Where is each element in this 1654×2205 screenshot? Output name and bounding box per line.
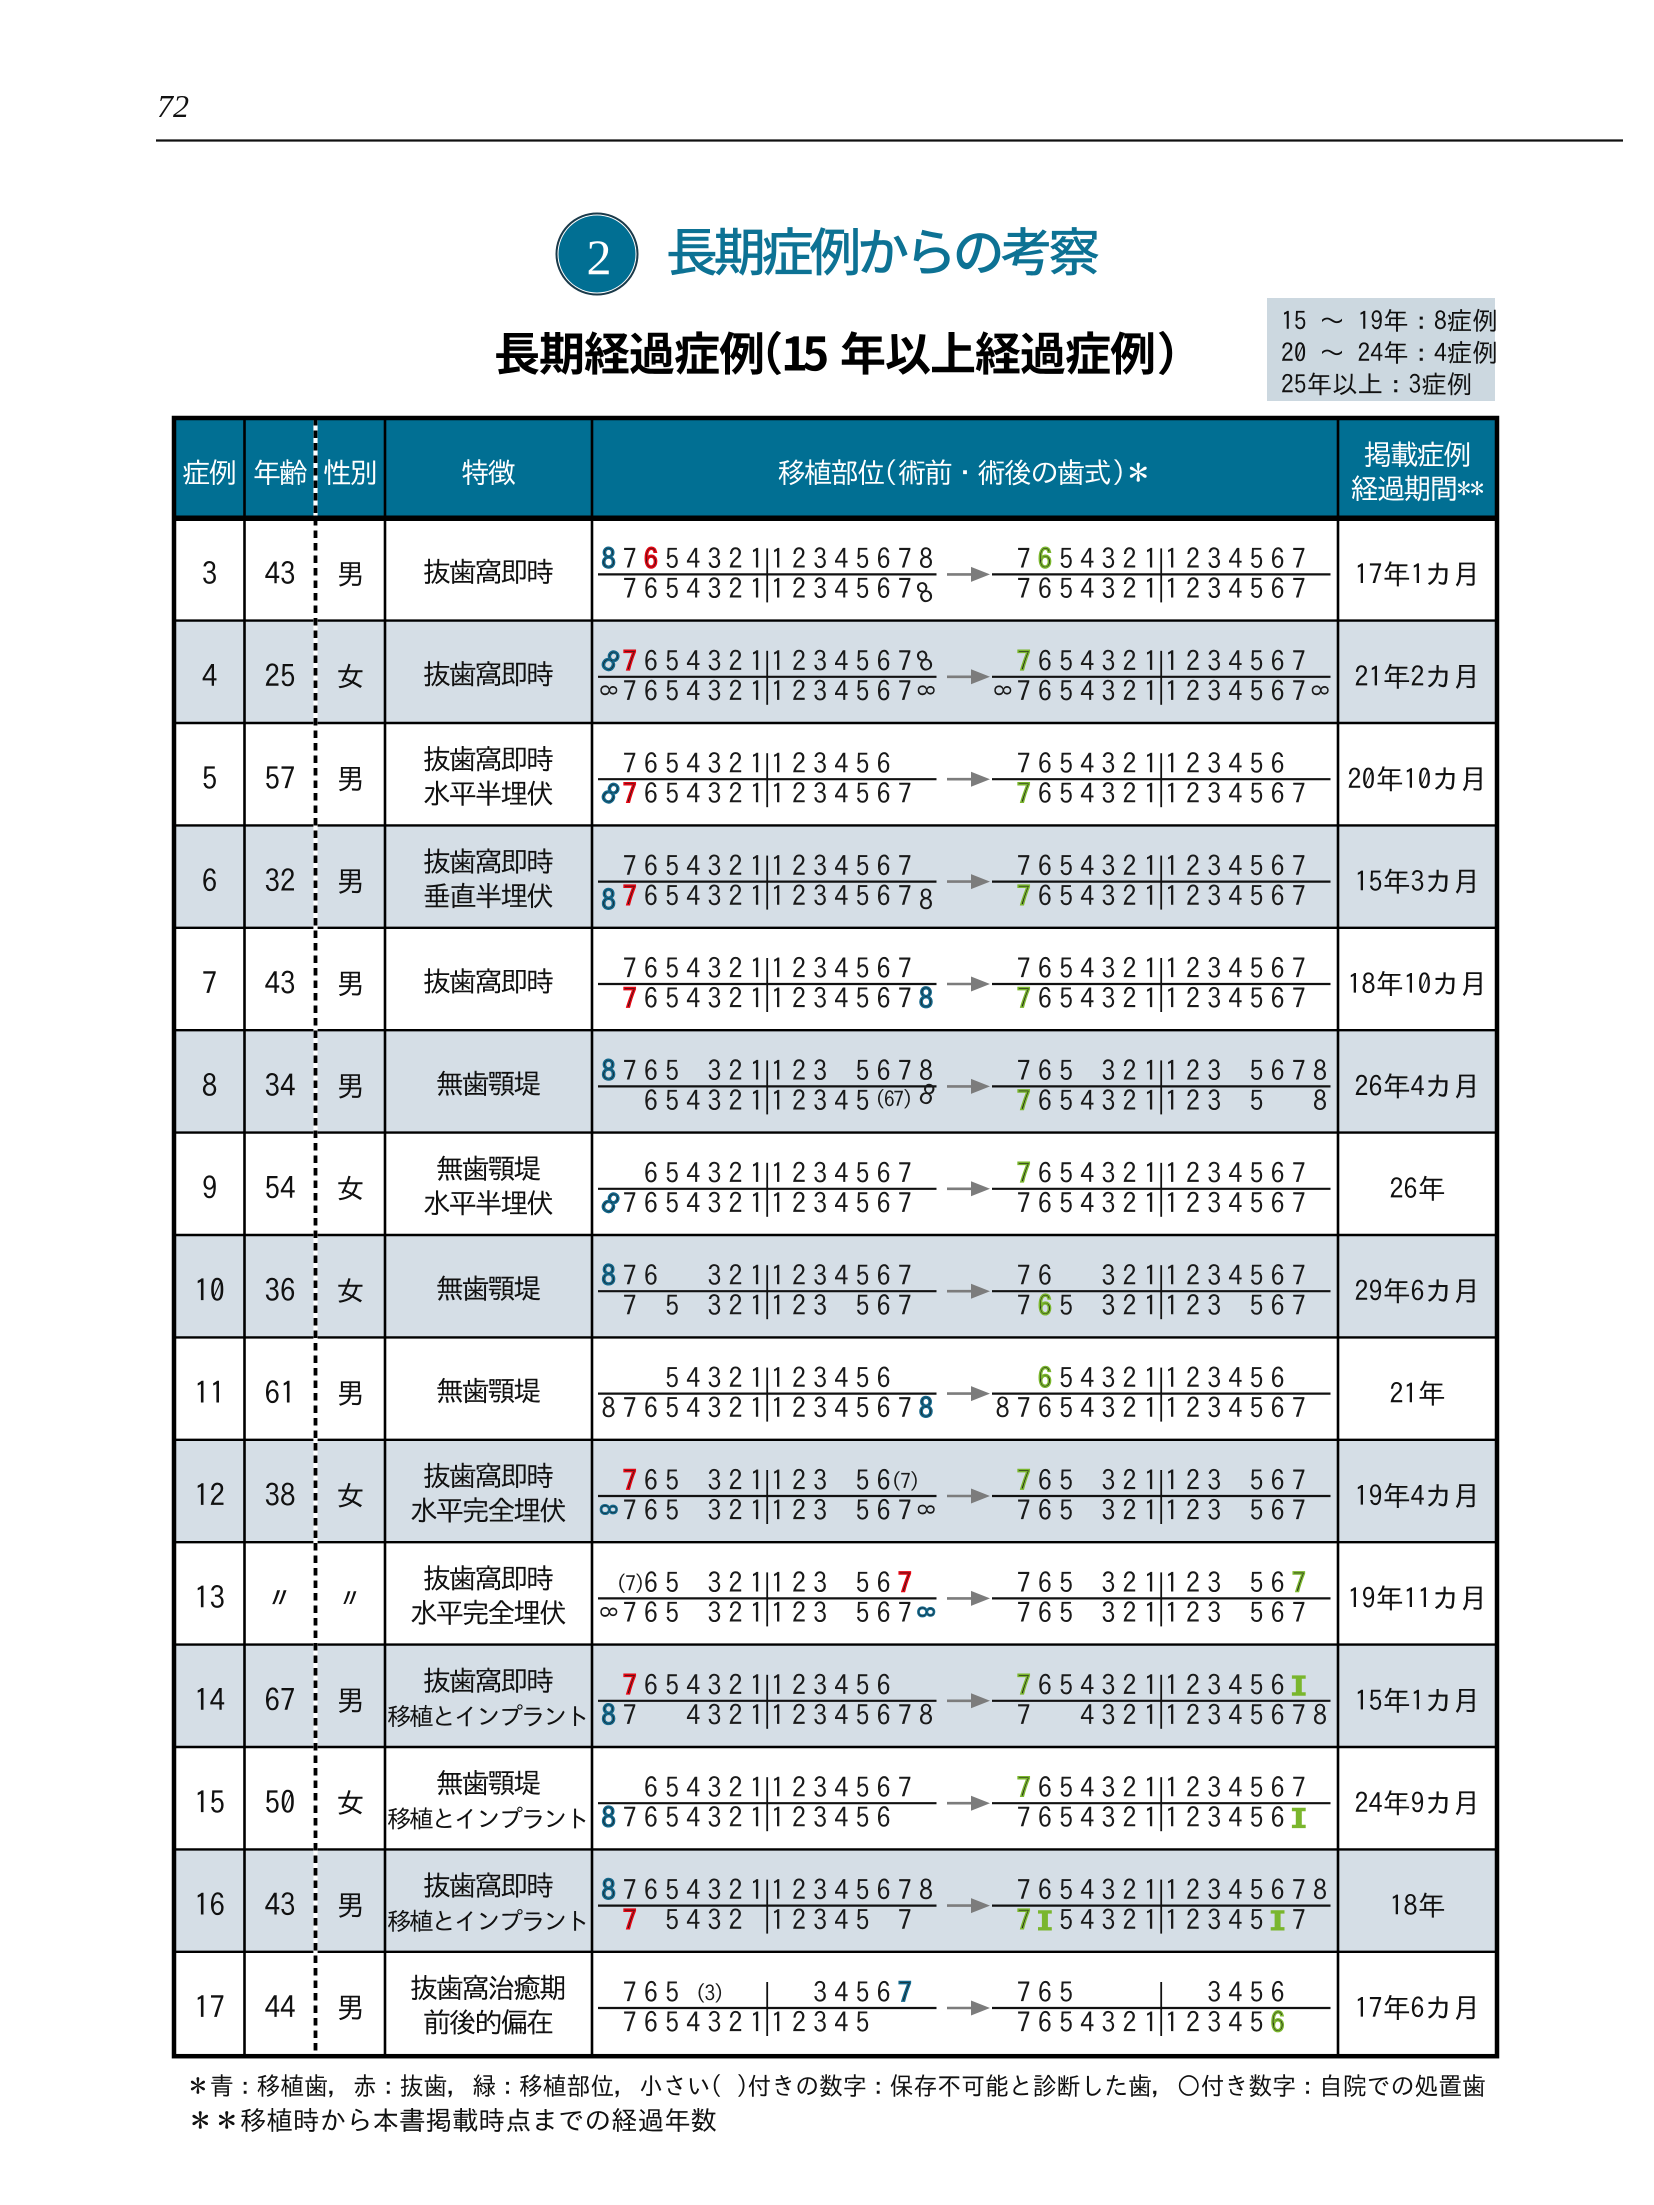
svg-text:72: 72 bbox=[157, 88, 189, 124]
svg-text:2: 2 bbox=[587, 229, 612, 285]
